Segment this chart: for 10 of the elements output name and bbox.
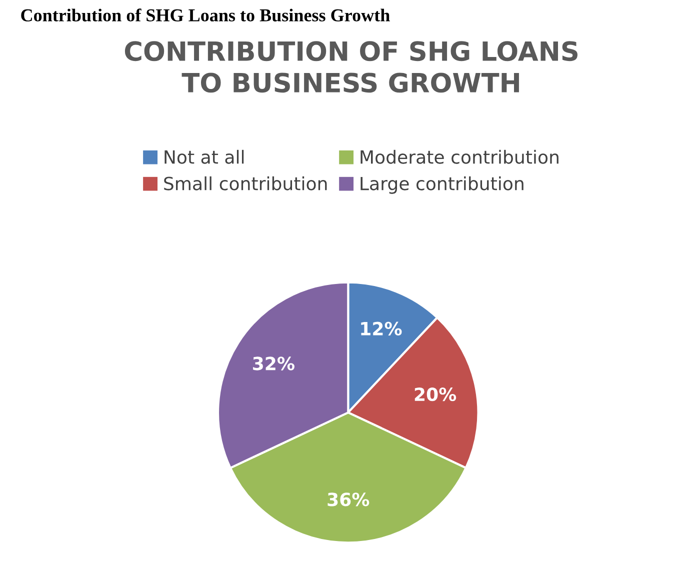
data-label: 12%: [361, 322, 402, 336]
legend-label: Large contribution: [360, 176, 524, 194]
data-label: 20%: [414, 388, 456, 402]
text: Contribution of SHG Loans to Business Growth: [21, 8, 390, 22]
chart-title: CONTRIBUTION OF SHG LOANS TO BUSINESS GROWTH: [124, 41, 578, 93]
data-label: 36%: [328, 492, 370, 506]
legend-label: Not at all: [164, 150, 244, 164]
legend-label: Small contribution: [164, 176, 327, 190]
data-label: 32%: [253, 356, 294, 370]
legend-label: Moderate contribution: [360, 150, 558, 164]
